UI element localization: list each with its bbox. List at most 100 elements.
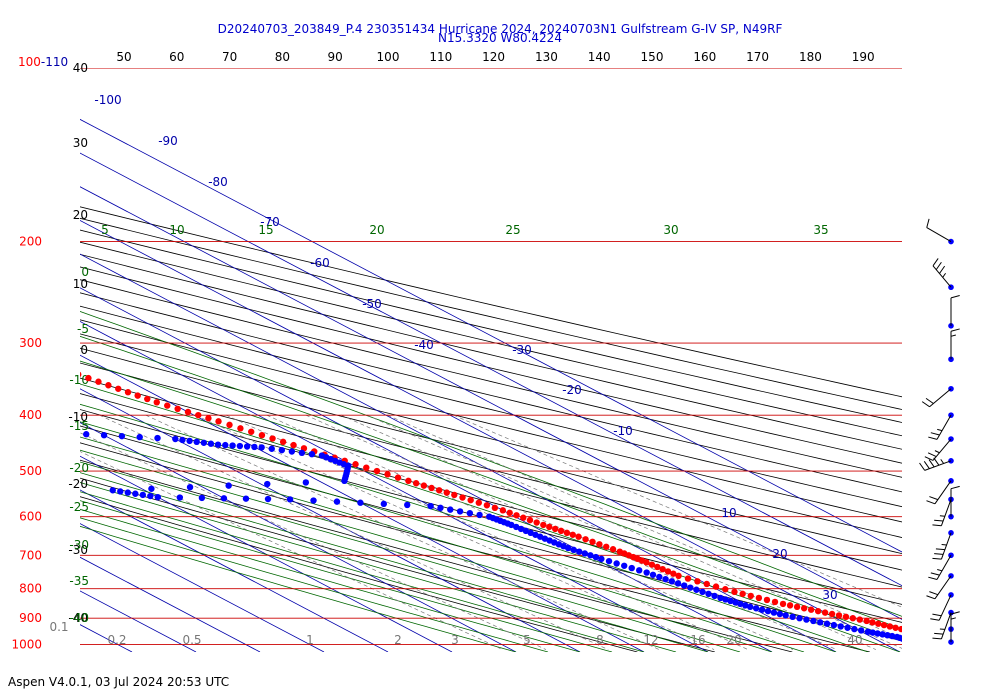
- sounding-point: [712, 583, 720, 590]
- pressure-label: 1000: [11, 638, 42, 652]
- wind-barb: [926, 227, 952, 243]
- sounding-point: [776, 610, 784, 618]
- sounding-point: [803, 616, 810, 623]
- wind-barb-station: [948, 323, 954, 329]
- sounding-point: [258, 444, 265, 451]
- sounding-point: [722, 596, 729, 603]
- isotherm: [80, 219, 901, 652]
- sounding-point: [186, 437, 193, 445]
- moist-adiabat: [80, 436, 805, 652]
- sounding-point: [863, 617, 870, 625]
- sounding-point: [649, 571, 657, 578]
- sounding-point: [587, 552, 594, 559]
- sounding-point: [849, 615, 857, 622]
- wind-barb-flag: [927, 452, 937, 458]
- sounding-point: [124, 489, 132, 496]
- sounding-point: [746, 603, 754, 611]
- sounding-point: [742, 602, 749, 609]
- theta-e-label: -35: [69, 574, 89, 588]
- sounding-point: [198, 494, 206, 502]
- sounding-point: [44, 360, 50, 366]
- sounding-point: [373, 467, 381, 475]
- sounding-point: [786, 602, 794, 609]
- sounding-point: [3, 380, 9, 386]
- top-tick-label: 170: [746, 50, 769, 64]
- left-temp-label: 0: [80, 343, 88, 357]
- sounding-point: [901, 638, 902, 641]
- sounding-point: [810, 617, 817, 625]
- dry-adiabat: [80, 393, 902, 605]
- moist-adiabat: [80, 508, 581, 652]
- theta-e-label: -30: [69, 538, 89, 552]
- theta-e-label: -20: [69, 461, 89, 475]
- sounding-point: [118, 432, 126, 440]
- sounding-point: [526, 516, 534, 524]
- sounding-point: [739, 590, 746, 598]
- sounding-point: [687, 584, 694, 591]
- sounding-point: [466, 509, 474, 517]
- sounding-point: [154, 493, 162, 501]
- sounding-point: [226, 421, 233, 429]
- sounding-point: [220, 495, 228, 502]
- isotherm-label: 10: [721, 506, 736, 520]
- sounding-point: [513, 512, 520, 519]
- sounding-point: [807, 606, 815, 613]
- wind-barb-flag: [932, 557, 942, 560]
- theta-e-label: 35: [813, 223, 828, 237]
- isotherm-label: -90: [158, 134, 178, 148]
- sounding-point: [925, 632, 931, 638]
- dry-adiabat: [80, 229, 902, 423]
- wind-barb: [924, 460, 952, 471]
- sounding-point: [179, 436, 186, 444]
- sounding-point: [837, 623, 844, 630]
- wind-barb-flag: [930, 572, 940, 576]
- pressure-label: 100-110: [18, 55, 68, 69]
- sounding-point: [95, 378, 102, 385]
- wind-barb-flag: [926, 500, 936, 505]
- mixing-ratio-line: [340, 414, 877, 650]
- sounding-point: [153, 399, 160, 406]
- mixing-ratio-line: [225, 414, 749, 650]
- sounding-point: [582, 536, 589, 543]
- sounding-point: [19, 351, 25, 357]
- sounding-point: [278, 446, 286, 454]
- moist-adiabat: [80, 472, 709, 652]
- sounding-point: [229, 442, 236, 449]
- moist-adiabat: [80, 311, 902, 617]
- sounding-point: [384, 471, 391, 478]
- sounding-point: [722, 586, 729, 593]
- sounding-point: [694, 578, 701, 585]
- sounding-point: [132, 490, 139, 497]
- sounding-point: [236, 442, 244, 450]
- theta-e-label: 10: [169, 223, 184, 237]
- sounding-point: [830, 621, 838, 629]
- sounding-point: [268, 445, 275, 452]
- sounding-point: [15, 426, 21, 432]
- theta-e-label: -25: [69, 500, 89, 514]
- isotherm: [80, 590, 197, 652]
- sounding-point: [662, 575, 669, 583]
- sounding-point: [654, 563, 661, 571]
- sounding-point: [53, 429, 59, 435]
- sounding-point: [279, 438, 287, 446]
- grid-lines: [0, 68, 902, 652]
- wind-barb-flag: [932, 637, 942, 640]
- sounding-point: [581, 550, 589, 557]
- sounding-point: [770, 609, 778, 616]
- dry-adiabat: [80, 241, 902, 437]
- mixing-ratio-line: [80, 451, 503, 650]
- sounding-series: [3, 351, 931, 642]
- sounding-point: [8, 381, 14, 387]
- moist-adiabat: [80, 500, 613, 652]
- mixing-ratio-label: 20: [726, 633, 741, 647]
- wind-barb-flag: [950, 295, 960, 299]
- wind-barb: [936, 414, 952, 440]
- wind-barb-flag: [932, 524, 942, 527]
- mixing-ratio-line: [305, 414, 837, 650]
- moist-adiabat: [80, 461, 741, 652]
- isotherm: [0, 68, 4, 652]
- sounding-point: [648, 561, 656, 568]
- dry-adiabat: [80, 496, 638, 652]
- mixing-ratio-label: 3: [451, 633, 459, 647]
